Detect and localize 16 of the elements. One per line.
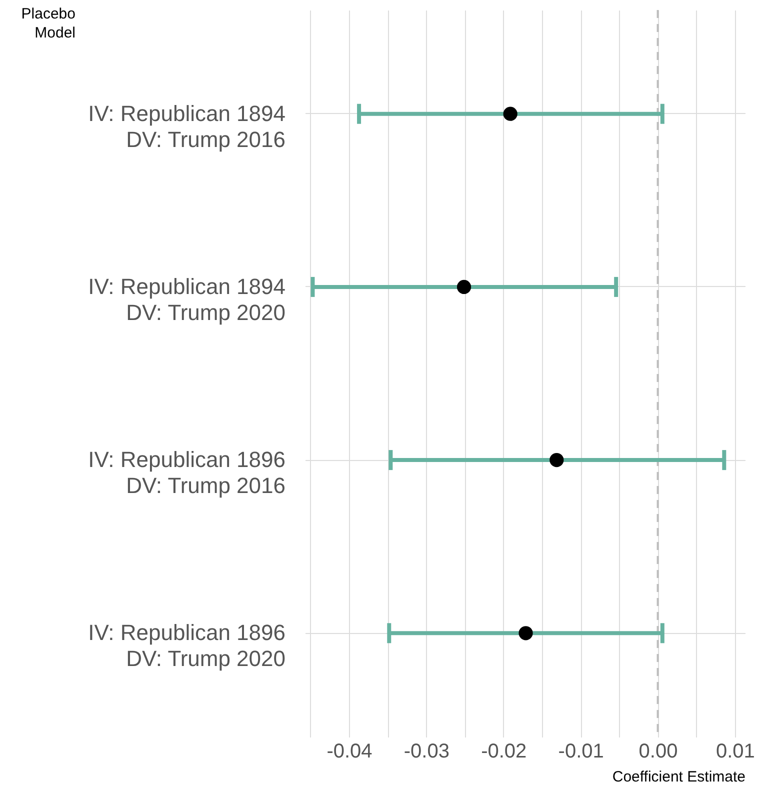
point (503, 106, 518, 121)
point (550, 452, 564, 468)
x-tick-label: 0.01 (716, 740, 755, 762)
x-tick-label: 0.00 (638, 740, 678, 762)
y-tick-label: IV: Republican 1896 DV: Trump 2020 (88, 620, 286, 672)
x-axis-title: Coefficient Estimate (612, 768, 746, 786)
point (456, 280, 472, 294)
x-tick-label: -0.02 (481, 740, 527, 762)
x-tick-label: -0.01 (558, 740, 604, 762)
x-tick-label: -0.03 (404, 740, 450, 762)
y-tick-label: IV: Republican 1894 DV: Trump 2020 (88, 274, 286, 325)
y-tick-label: IV: Republican 1896 DV: Trump 2016 (88, 447, 286, 498)
y-axis-title: Placebo Model (21, 6, 76, 42)
x-tick-label: -0.04 (326, 740, 372, 762)
y-tick-label: IV: Republican 1894 DV: Trump 2016 (88, 100, 286, 152)
point (518, 626, 533, 640)
